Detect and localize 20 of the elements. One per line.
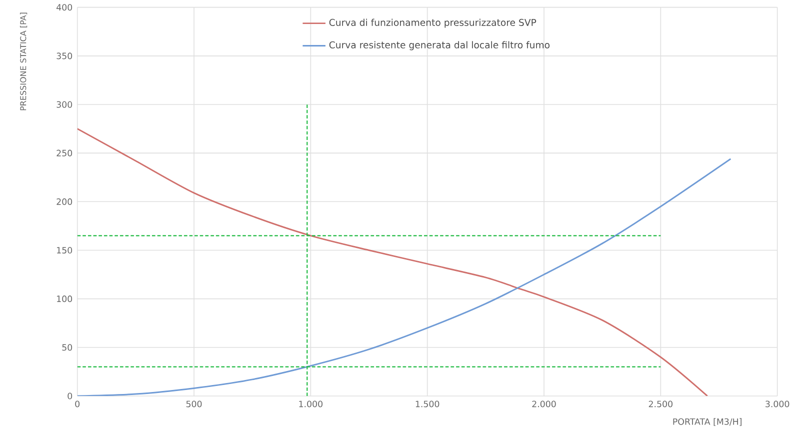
x-tick-label: 0 (75, 400, 80, 408)
x-tick-label: 1.000 (299, 400, 322, 408)
legend-label: Curva di funzionamento pressurizzatore SVP (329, 18, 536, 28)
y-tick-label: 50 (62, 344, 72, 351)
y-tick-label: 350 (56, 52, 72, 60)
y-tick-label: 150 (57, 246, 72, 254)
y-tick-label: 250 (56, 150, 72, 156)
legend-label: Curva resistente generata dal locale filtro fumo (329, 41, 550, 50)
x-tick-label: 2.500 (648, 400, 672, 408)
x-axis-title: PORTATA [M3/H] (673, 418, 742, 426)
x-tick-label: 1.500 (416, 400, 440, 408)
x-tick-label: 500 (186, 400, 202, 408)
y-tick-label: 400 (56, 4, 72, 11)
y-tick-label: 0 (68, 392, 72, 400)
y-tick-label: 200 (56, 198, 72, 205)
y-tick-label: 300 (56, 101, 72, 108)
y-axis-title: PRESSIONE STATICA [PA] (20, 12, 28, 110)
x-tick-label: 2.000 (532, 400, 556, 408)
y-tick-label: 100 (57, 296, 72, 302)
x-tick-label: 3.000 (766, 400, 790, 408)
